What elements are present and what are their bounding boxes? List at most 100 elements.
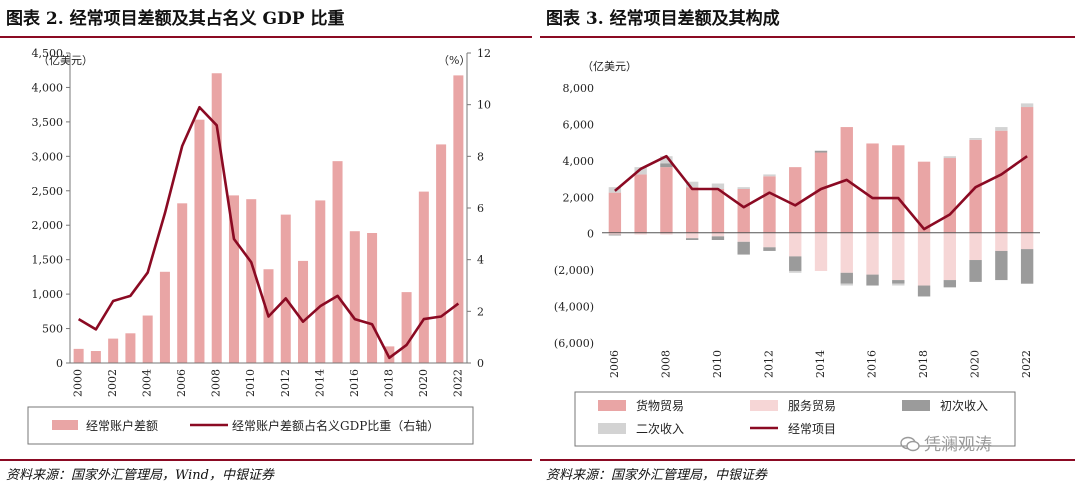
left-axis-unit: （亿美元） — [38, 54, 93, 67]
current-account-bar — [298, 260, 309, 363]
wechat-icon — [900, 436, 920, 452]
x-tick-label: 2014 — [313, 369, 326, 397]
goods-trade-bar — [608, 192, 622, 233]
legend-label: 服务贸易 — [788, 398, 836, 413]
services-trade-bar — [866, 232, 879, 275]
x-tick-label: 2016 — [866, 350, 879, 378]
right-chart-svg: （亿美元） (6,000) (4,000) (2,000) 0 2,000 4,000 6,0… — [554, 60, 1040, 447]
secondary-income-bar — [969, 138, 982, 140]
x-tick-label: 2020 — [969, 350, 982, 378]
services-trade-bar — [737, 232, 750, 242]
x-tick-label: 2010 — [711, 350, 724, 378]
secondary-income-bar — [634, 167, 647, 175]
current-account-bar — [194, 119, 205, 363]
services-trade-bar — [840, 232, 853, 273]
services-trade-bar — [789, 232, 802, 257]
x-tick-label: 2014 — [814, 350, 827, 378]
goods-trade-bar — [660, 167, 673, 233]
right-y-tick-label: 0 — [477, 357, 484, 370]
right-y-tick-label: 4,000 — [563, 155, 595, 168]
services-trade-bar — [763, 232, 776, 248]
left-y-tick-label: 4,500 — [32, 47, 64, 60]
current-account-bar — [228, 195, 239, 363]
x-tick-label: 2000 — [72, 369, 85, 397]
secondary-income-bar — [1020, 103, 1034, 108]
goods-trade-bar — [995, 130, 1008, 233]
right-y-tick-label: 2,000 — [563, 191, 595, 204]
left-y-tick-label: 2,500 — [32, 185, 64, 198]
current-account-bar — [332, 161, 343, 363]
x-tick-label: 2004 — [141, 369, 154, 397]
current-account-bar — [384, 346, 395, 363]
legend-box — [27, 406, 474, 445]
x-tick-label: 2016 — [348, 369, 361, 397]
x-tick-label: 2002 — [106, 369, 119, 397]
x-tick-label: 2012 — [279, 369, 292, 397]
x-tick-label: 2022 — [1020, 350, 1033, 378]
services-trade-bar — [917, 232, 931, 286]
legend-swatch-primary-income — [902, 400, 930, 411]
services-trade-bar — [814, 232, 828, 271]
left-source-note: 资料来源：国家外汇管理局，Wind，中银证券 — [6, 468, 274, 483]
legend-box — [574, 391, 1016, 447]
current-account-bar — [159, 271, 170, 363]
primary-income-bar — [789, 256, 802, 271]
left-y-tick-label: 3,000 — [32, 150, 64, 163]
current-account-bar — [349, 231, 360, 363]
right-y-tick-label: 12 — [477, 47, 491, 60]
secondary-income-bar — [763, 174, 776, 177]
right-chart-title: 图表 3. 经常项目差额及其构成 — [546, 9, 780, 29]
current-account-bar — [280, 214, 291, 363]
legend-label: 货物贸易 — [636, 398, 684, 413]
services-trade-bar — [711, 232, 725, 237]
primary-income-bar — [866, 274, 879, 286]
legend-swatch-goods — [598, 400, 626, 411]
legend-label: 二次收入 — [636, 422, 684, 436]
current-account-bar — [246, 199, 257, 363]
goods-trade-bar — [685, 187, 699, 233]
current-account-bar — [125, 333, 136, 363]
primary-income-bar — [685, 238, 699, 240]
x-tick-label: 2018 — [382, 369, 395, 397]
right-y-tick-label: 8,000 — [563, 82, 595, 95]
x-tick-label: 2006 — [608, 350, 621, 378]
services-trade-bar — [608, 232, 622, 235]
right-y-tick-label: (4,000) — [554, 301, 594, 314]
secondary-income-bar — [711, 183, 725, 189]
services-trade-bar — [943, 232, 957, 281]
secondary-income-bar — [660, 156, 673, 164]
primary-income-bar — [917, 285, 931, 297]
goods-trade-bar — [634, 174, 647, 233]
secondary-income-bar — [892, 283, 905, 286]
services-trade-bar — [892, 232, 905, 281]
right-y-tick-label: 8 — [477, 150, 484, 163]
right-chart-axis-unit: （亿美元） — [582, 60, 637, 73]
left-y-tick-label: 0 — [56, 357, 63, 370]
x-tick-label: 2022 — [451, 369, 464, 397]
primary-income-bar — [711, 236, 725, 240]
right-y-tick-label: (6,000) — [554, 337, 594, 350]
primary-income-bar — [995, 250, 1008, 281]
watermark: 凭澜观涛 — [900, 430, 992, 455]
goods-trade-bar — [943, 158, 957, 233]
right-title-rule — [540, 36, 1075, 38]
current-account-bar — [315, 200, 326, 363]
right-y-tick-label: 6 — [477, 202, 484, 215]
right-source-note: 资料来源：国家外汇管理局，中银证券 — [546, 468, 768, 483]
secondary-income-bar — [840, 283, 853, 286]
left-chart-svg: （亿美元） （%） 0 500 1,000 1,500 2,000 2,500 3,000 3,5… — [27, 47, 491, 445]
legend-label: 经常项目 — [788, 422, 836, 436]
left-y-tick-label: 1,500 — [32, 254, 64, 267]
x-tick-label: 2010 — [244, 369, 257, 397]
services-trade-bar — [1020, 232, 1034, 250]
secondary-income-bar — [995, 127, 1008, 131]
right-y-tick-label: 0 — [587, 228, 594, 241]
right-source-rule — [540, 459, 1075, 461]
current-account-bar — [108, 338, 119, 363]
primary-income-bar — [763, 247, 776, 251]
current-account-bar — [90, 351, 101, 363]
x-tick-label: 2008 — [210, 369, 223, 397]
services-trade-bar — [995, 232, 1008, 251]
left-title-rule — [0, 36, 532, 38]
x-tick-label: 2020 — [417, 369, 430, 397]
